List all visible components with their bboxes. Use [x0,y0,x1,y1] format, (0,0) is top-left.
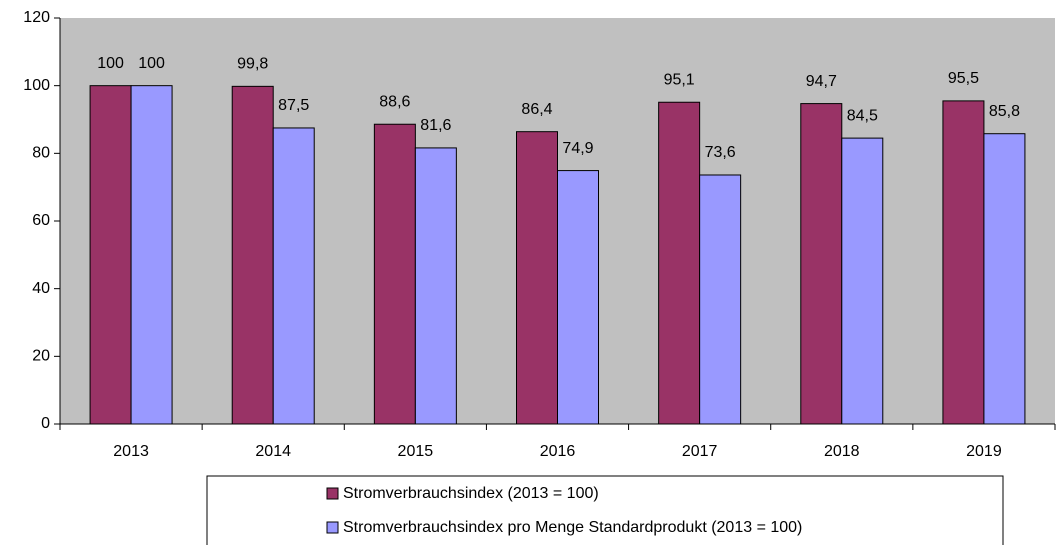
data-label: 81,6 [420,117,451,134]
x-tick-label: 2014 [255,443,291,460]
x-tick-label: 2018 [824,443,860,460]
bar [272,127,315,425]
bar [130,85,173,425]
y-tick-label: 100 [23,77,50,94]
bar [89,85,132,425]
bar [699,174,742,425]
y-tick-label: 120 [23,9,50,26]
bar [800,103,843,425]
legend-label: Stromverbrauchsindex (2013 = 100) [343,485,599,502]
y-tick-label: 80 [32,145,50,162]
data-label: 85,8 [989,103,1020,120]
bar [516,131,558,425]
x-tick-label: 2013 [113,443,149,460]
bar [942,100,985,425]
data-label: 84,5 [847,107,878,124]
y-tick-label: 0 [41,415,50,432]
data-label: 88,6 [379,93,410,110]
legend-box [206,475,1004,545]
data-label: 74,9 [562,140,593,157]
bar [373,123,416,425]
data-label: 99,8 [237,56,268,73]
x-tick-label: 2017 [682,443,718,460]
bar [557,170,599,425]
bar [414,147,457,425]
y-tick-label: 20 [32,348,50,365]
legend-label: Stromverbrauchsindex pro Menge Standardp… [343,519,802,536]
data-label: 100 [97,55,124,72]
data-label: 100 [138,55,165,72]
bar [658,101,701,425]
data-label: 95,5 [948,70,979,87]
data-label: 86,4 [521,101,552,118]
y-tick-label: 40 [32,280,50,297]
bar [231,85,274,425]
y-tick-label: 60 [32,212,50,229]
bar [841,137,884,425]
bar [983,133,1026,425]
x-tick-label: 2015 [398,443,434,460]
data-label: 87,5 [278,97,309,114]
legend-swatch [326,521,339,534]
legend-swatch [326,487,339,500]
x-tick-label: 2016 [540,443,576,460]
data-label: 95,1 [664,71,695,88]
data-label: 73,6 [705,144,736,161]
data-label: 94,7 [806,73,837,90]
x-tick-label: 2019 [966,443,1002,460]
